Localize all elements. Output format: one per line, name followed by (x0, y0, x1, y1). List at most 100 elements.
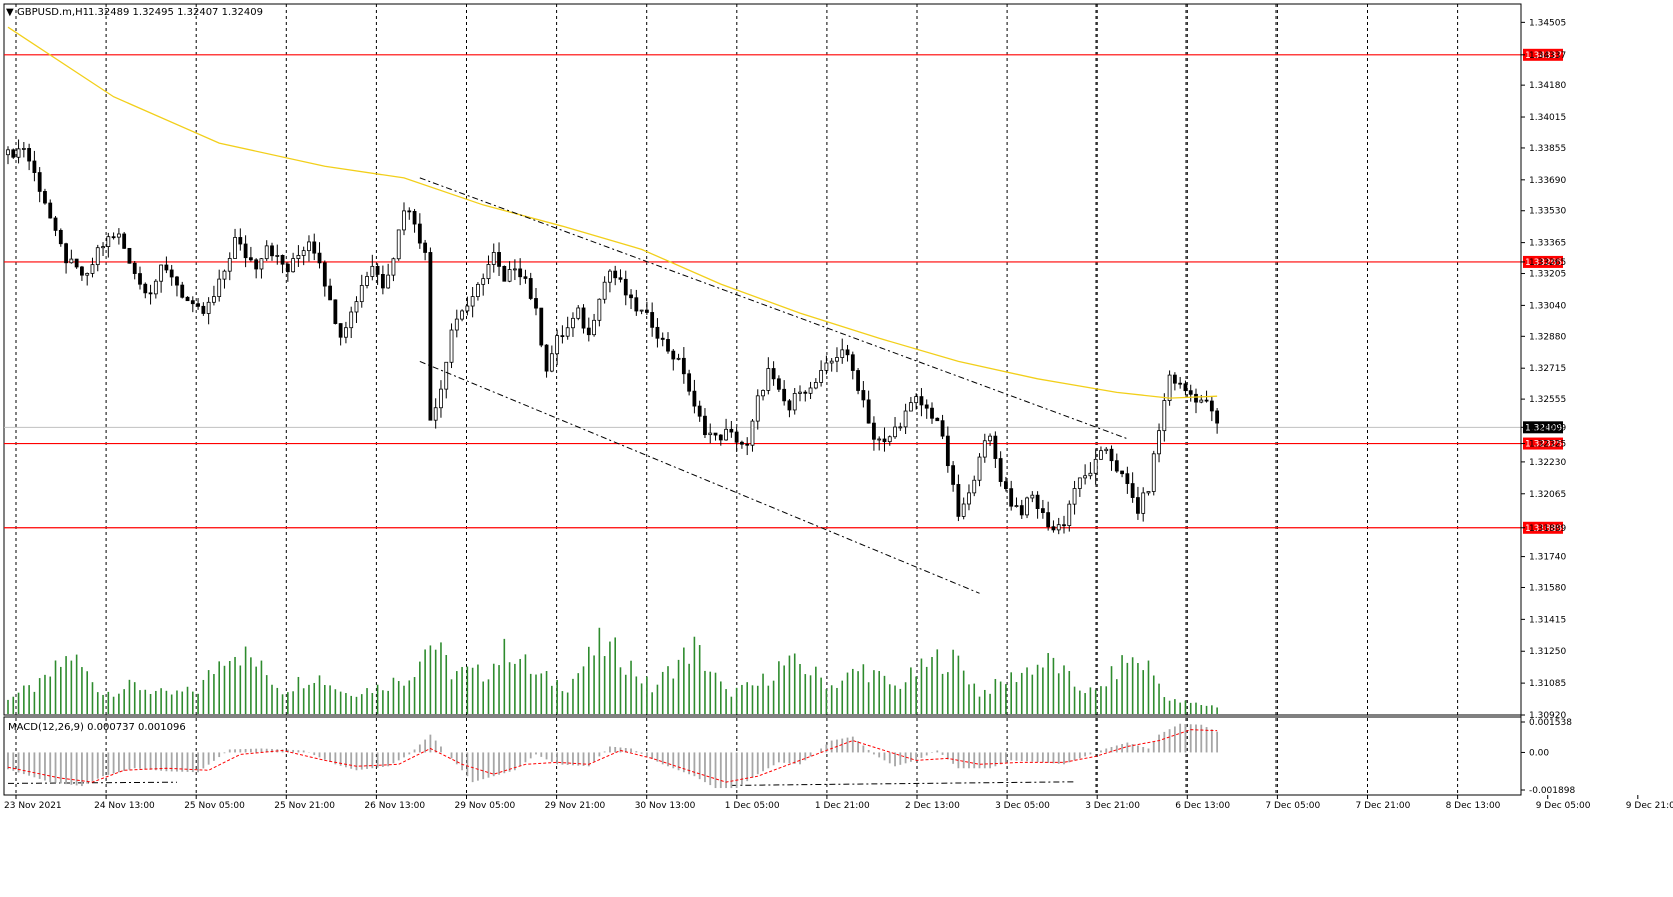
candle-body (122, 233, 127, 249)
y-tick-label: 1.32715 (1529, 364, 1566, 374)
candle-body (1077, 477, 1082, 489)
candle-body (940, 420, 945, 437)
candle-body (639, 309, 644, 312)
macd-trendline[interactable] (7, 781, 177, 784)
candle-body (681, 357, 686, 375)
candle-body (359, 285, 364, 303)
y-tick-label: 1.34337 (1529, 51, 1566, 61)
candle-body (190, 300, 195, 305)
y-tick-label: 1.33205 (1529, 270, 1566, 280)
candle-body (169, 269, 174, 278)
y-tick-label: 1.31415 (1529, 615, 1566, 625)
candle-body (396, 229, 401, 260)
candle-body (222, 270, 227, 280)
candle-body (528, 278, 533, 299)
y-tick-label: 1.33040 (1529, 301, 1566, 311)
y-tick-label: 1.33530 (1529, 207, 1566, 217)
candle-body (333, 299, 338, 324)
candle-body (771, 368, 776, 380)
macd-trendline[interactable] (731, 781, 1075, 786)
candle-body (317, 252, 322, 264)
candle-body (792, 393, 797, 411)
candle-body (866, 399, 871, 424)
candle-body (819, 370, 824, 383)
level-tag-label: 1.31889 (1525, 524, 1562, 534)
candle-body (48, 202, 53, 219)
candle-body (370, 265, 375, 277)
candle-body (945, 435, 950, 467)
y-tick-label: 1.30920 (1529, 711, 1566, 721)
candle-body (1215, 410, 1220, 424)
y-tick-label: 1.32325 (1529, 440, 1566, 450)
x-tick-label: 2 Dec 13:00 (905, 801, 960, 811)
time-axis[interactable]: 23 Nov 2021 24 Nov 13:00 25 Nov 05:00 25 No… (4, 795, 1673, 811)
level-tag (1523, 255, 1563, 268)
candle-body (85, 273, 90, 276)
level-tag (1523, 48, 1563, 61)
candle-body (903, 410, 908, 428)
candle-body (1199, 399, 1204, 403)
candle-body (608, 270, 612, 283)
candle-body (280, 255, 285, 265)
candle-body (924, 404, 929, 409)
level-tag-label: 1.32325 (1525, 440, 1562, 450)
candle-body (634, 297, 639, 312)
candle-body (549, 353, 554, 372)
candle-body (560, 335, 565, 338)
candle-body (1167, 374, 1172, 401)
candle-body (53, 217, 58, 231)
candle-body (808, 387, 813, 394)
candle-body (872, 422, 876, 440)
candle-body (512, 268, 517, 271)
candle-body (507, 269, 512, 282)
candle-body (1209, 400, 1214, 412)
price-axis[interactable]: 1.34505 1.34337 1.34180 1.34015 1.33855 1.336… (1520, 4, 1566, 795)
candle-body (798, 391, 802, 394)
trendlines[interactable] (7, 177, 1128, 786)
candle-body (555, 335, 560, 355)
candle-body (1099, 450, 1103, 460)
candle-body (1072, 488, 1077, 505)
candle-body (1130, 483, 1135, 498)
moving-average-line (7, 26, 1218, 399)
candle-body (233, 237, 237, 259)
candle-body (153, 280, 158, 295)
candle-body (729, 428, 734, 433)
x-tick-label: 1 Dec 21:00 (815, 801, 870, 811)
candle-body (502, 266, 507, 282)
candle-body (803, 391, 808, 394)
candle-body (1194, 393, 1198, 403)
candle-body (16, 148, 21, 158)
x-tick-label: 29 Nov 21:00 (545, 801, 606, 811)
channel-trendline[interactable] (419, 360, 980, 594)
horizontal-levels[interactable]: 1.34337 1.33265 1.32325 1.31889 1.32409 (4, 48, 1563, 534)
candle-body (212, 296, 216, 303)
candle-body (655, 326, 660, 339)
x-tick-label: 25 Nov 21:00 (274, 801, 335, 811)
y-tick-label: 1.33365 (1529, 239, 1566, 249)
candle-body (998, 458, 1003, 482)
candle-body (90, 264, 95, 274)
macd-tick-label: -0.001898 (1529, 786, 1575, 796)
candle-body (776, 378, 781, 390)
candle-body (1141, 492, 1146, 514)
candle-body (175, 276, 179, 286)
candle-body (1009, 488, 1014, 507)
x-tick-label: 8 Dec 13:00 (1446, 801, 1501, 811)
candle-body (581, 307, 586, 329)
price-pane (3, 3, 1522, 716)
candle-body (291, 258, 296, 273)
candle-body (1204, 399, 1209, 402)
candle-body (676, 357, 681, 360)
candle-body (270, 245, 274, 257)
candle-body (766, 368, 771, 391)
x-tick-label: 26 Nov 13:00 (364, 801, 425, 811)
candle-body (1120, 470, 1124, 475)
candle-body (571, 317, 575, 329)
candle-body (476, 283, 480, 297)
header-triangle-icon[interactable]: ▼ (6, 7, 14, 18)
candle-body (576, 307, 581, 319)
candle-body (914, 396, 919, 404)
